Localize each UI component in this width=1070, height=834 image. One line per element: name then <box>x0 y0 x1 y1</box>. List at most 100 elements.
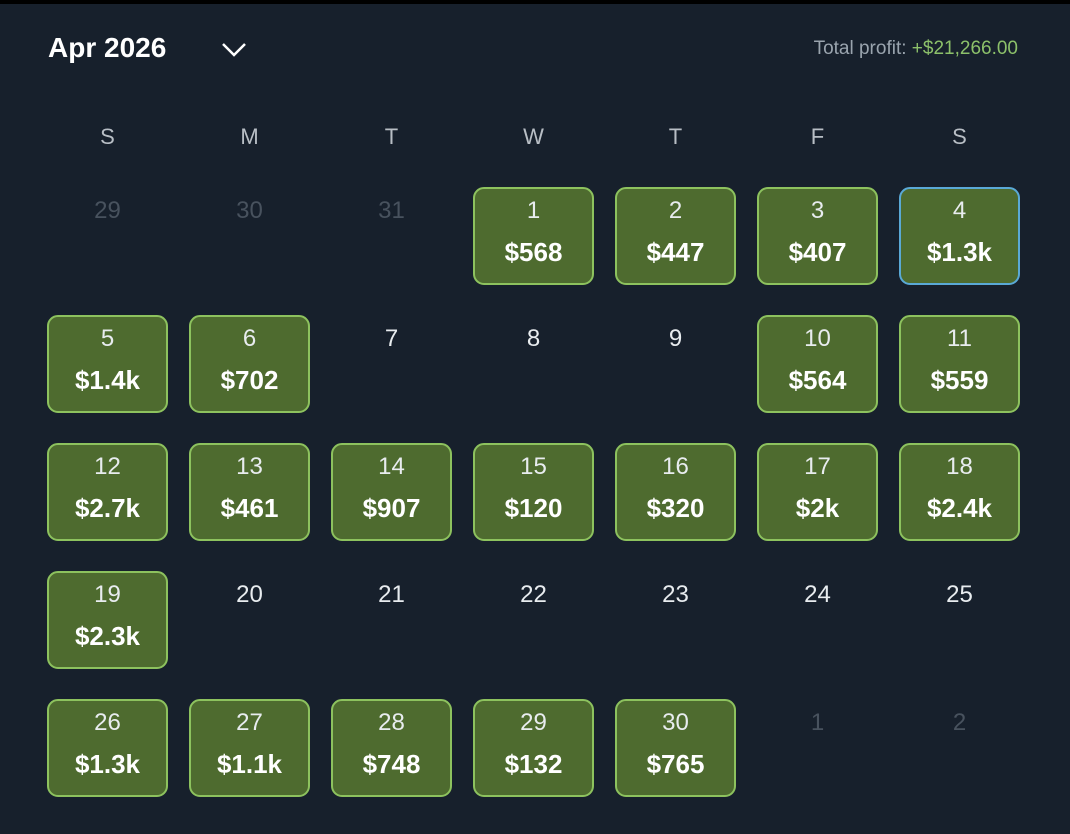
day-number: 19 <box>94 581 121 608</box>
day-cell[interactable]: 27 $1.1k <box>189 699 310 797</box>
weekday-label: M <box>240 124 259 149</box>
day-number: 30 <box>662 709 689 736</box>
total-profit: Total profit: +$21,266.00 <box>814 38 1018 60</box>
top-bar <box>0 0 1070 4</box>
day-profit: $1.3k <box>926 237 993 267</box>
day-profit: $1.3k <box>74 749 141 779</box>
day-cell[interactable]: 11 $559 <box>899 315 1020 413</box>
day-cell[interactable]: 21 <box>331 571 452 669</box>
day-number: 1 <box>526 197 541 224</box>
day-profit: $907 <box>362 493 421 523</box>
weekday-label: S <box>100 124 115 149</box>
day-profit: $447 <box>646 237 705 267</box>
day-number: 12 <box>94 453 121 480</box>
day-cell[interactable]: 29 $132 <box>473 699 594 797</box>
day-number: 27 <box>236 709 263 736</box>
day-number: 14 <box>378 453 405 480</box>
day-profit: $2k <box>795 493 840 523</box>
day-number: 13 <box>236 453 263 480</box>
day-number: 1 <box>810 709 825 736</box>
day-number: 6 <box>242 325 257 352</box>
day-cell[interactable]: 28 $748 <box>331 699 452 797</box>
day-cell[interactable]: 5 $1.4k <box>47 315 168 413</box>
day-cell: 30 <box>189 187 310 285</box>
day-profit: $564 <box>788 365 847 395</box>
day-profit: $1.1k <box>216 749 283 779</box>
day-number: 15 <box>520 453 547 480</box>
day-cell[interactable]: 2 $447 <box>615 187 736 285</box>
day-cell[interactable]: 9 <box>615 315 736 413</box>
day-cell[interactable]: 19 $2.3k <box>47 571 168 669</box>
day-cell[interactable]: 10 $564 <box>757 315 878 413</box>
day-profit: $407 <box>788 237 847 267</box>
weekday-label: F <box>810 124 825 149</box>
day-cell[interactable]: 18 $2.4k <box>899 443 1020 541</box>
day-profit: $2.7k <box>74 493 141 523</box>
day-profit: $2.3k <box>74 621 141 651</box>
weekday-label: W <box>523 124 544 149</box>
weekday-label: S <box>952 124 967 149</box>
weekday-label: T <box>384 124 399 149</box>
day-cell[interactable]: 14 $907 <box>331 443 452 541</box>
day-number: 23 <box>662 581 689 608</box>
day-cell[interactable]: 1 $568 <box>473 187 594 285</box>
day-cell[interactable]: 16 $320 <box>615 443 736 541</box>
day-profit: $2.4k <box>926 493 993 523</box>
day-number: 7 <box>384 325 399 352</box>
day-cell[interactable]: 20 <box>189 571 310 669</box>
total-value: +$21,266.00 <box>911 38 1018 59</box>
day-number: 17 <box>804 453 831 480</box>
day-cell[interactable]: 3 $407 <box>757 187 878 285</box>
day-number: 4 <box>952 197 967 224</box>
day-cell[interactable]: 30 $765 <box>615 699 736 797</box>
day-cell[interactable]: 23 <box>615 571 736 669</box>
day-profit: $559 <box>930 365 989 395</box>
day-number: 31 <box>378 197 405 224</box>
day-number: 29 <box>94 197 121 224</box>
day-cell[interactable]: 7 <box>331 315 452 413</box>
day-profit: $765 <box>646 749 705 779</box>
day-number: 29 <box>520 709 547 736</box>
total-label: Total profit: <box>813 38 907 59</box>
day-cell[interactable]: 15 $120 <box>473 443 594 541</box>
day-cell[interactable]: 4 $1.3k <box>899 187 1020 285</box>
weekday-label: T <box>668 124 683 149</box>
day-cell: 2 <box>899 699 1020 797</box>
day-cell[interactable]: 6 $702 <box>189 315 310 413</box>
month-title[interactable]: Apr 2026 <box>48 32 167 63</box>
day-number: 21 <box>378 581 405 608</box>
day-profit: $132 <box>504 749 563 779</box>
day-number: 2 <box>668 197 683 224</box>
day-profit: $320 <box>646 493 705 523</box>
day-number: 10 <box>804 325 831 352</box>
day-cell[interactable]: 8 <box>473 315 594 413</box>
day-cell[interactable]: 17 $2k <box>757 443 878 541</box>
day-cell[interactable]: 13 $461 <box>189 443 310 541</box>
day-profit: $120 <box>504 493 563 523</box>
day-number: 18 <box>946 453 973 480</box>
day-number: 5 <box>100 325 115 352</box>
day-profit: $1.4k <box>74 365 141 395</box>
day-number: 26 <box>94 709 121 736</box>
day-number: 16 <box>662 453 689 480</box>
day-cell[interactable]: 26 $1.3k <box>47 699 168 797</box>
day-number: 8 <box>526 325 541 352</box>
day-cell[interactable]: 25 <box>899 571 1020 669</box>
day-number: 28 <box>378 709 405 736</box>
day-cell[interactable]: 12 $2.7k <box>47 443 168 541</box>
day-number: 25 <box>946 581 973 608</box>
day-number: 30 <box>236 197 263 224</box>
day-number: 24 <box>804 581 831 608</box>
day-cell[interactable]: 22 <box>473 571 594 669</box>
day-profit: $748 <box>362 749 421 779</box>
day-number: 11 <box>947 325 972 352</box>
day-number: 22 <box>520 581 547 608</box>
month-dropdown[interactable] <box>220 40 248 60</box>
day-number: 20 <box>236 581 263 608</box>
day-profit: $461 <box>220 493 279 523</box>
day-cell[interactable]: 24 <box>757 571 878 669</box>
day-number: 9 <box>668 325 683 352</box>
day-cell: 29 <box>47 187 168 285</box>
day-profit: $702 <box>220 365 279 395</box>
